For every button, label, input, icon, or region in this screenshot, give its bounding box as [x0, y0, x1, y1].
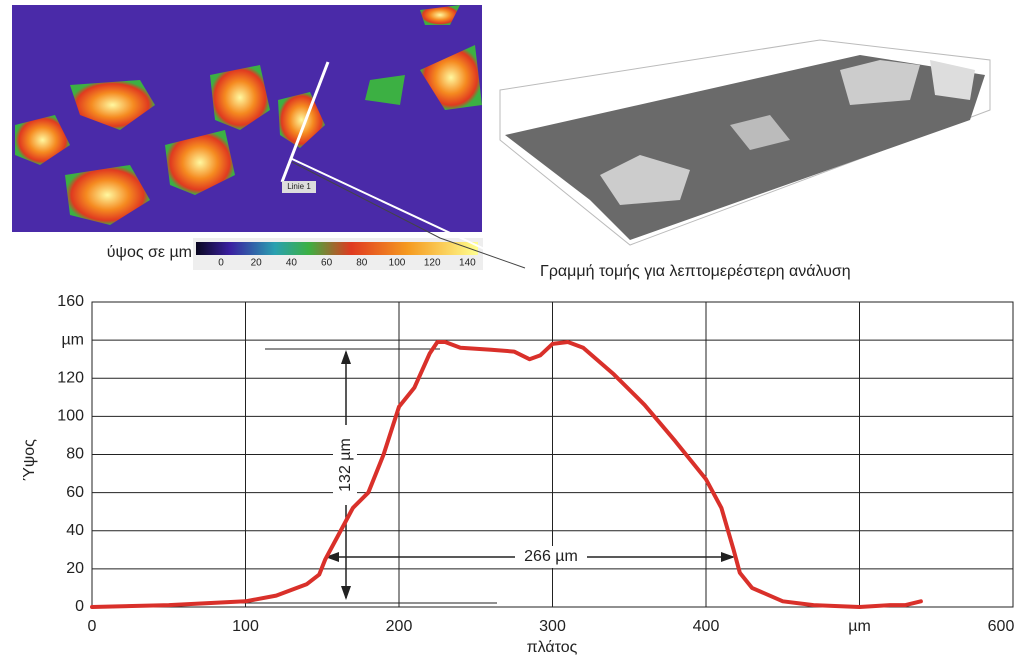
y-tick-label: 80	[66, 446, 84, 463]
y-tick-label: 100	[57, 408, 84, 425]
colorbar-tick-label: 40	[286, 258, 298, 269]
colorbar-label: ύψος σε µm	[107, 244, 192, 261]
x-tick-label: 100	[232, 618, 259, 635]
annotation: 266 µm	[524, 548, 578, 565]
y-tick-label: 20	[66, 560, 84, 577]
label-bg	[333, 425, 357, 505]
x-tick-label: 600	[988, 618, 1015, 635]
y-tick-label: 40	[66, 522, 84, 539]
arrow-head	[341, 586, 351, 600]
callout: Γραμμή τομής για λεπτομερέστερη ανάλυση	[540, 263, 851, 280]
line-label: Linie 1	[287, 182, 311, 191]
colorbar-tick-label: 80	[356, 258, 368, 269]
height-map: Linie 1	[12, 5, 482, 232]
colorbar-tick-label: 120	[424, 258, 441, 269]
arrow-head	[341, 350, 351, 364]
x-axis-label: πλάτος	[527, 639, 578, 656]
y-tick-label: 120	[57, 369, 84, 386]
x-tick-label: 300	[539, 618, 566, 635]
colorbar: ύψος σε µm 0 20 40 60 80 100 120 140	[107, 238, 483, 270]
colorbar-tick-label: 20	[251, 258, 263, 269]
colorbar-tick-label: 60	[321, 258, 333, 269]
x-tick-label: µm	[848, 618, 871, 635]
x-tick-label: 0	[88, 618, 97, 635]
y-tick-label: 0	[75, 598, 84, 615]
surface-3d	[499, 39, 991, 246]
colorbar-tick-label: 0	[218, 258, 224, 269]
annotation: 132 µm	[337, 438, 354, 492]
y-tick-label: µm	[61, 331, 84, 348]
y-tick-label: 160	[57, 293, 84, 310]
profile-line	[90, 340, 923, 609]
x-tick-label: 400	[693, 618, 720, 635]
profile-chart: 0 20 40 60 80 100 120 µm 160 0 100 200 300 400 µm 600 πλ…	[21, 293, 1014, 656]
y-tick-label: 60	[66, 484, 84, 501]
arrow-head	[721, 552, 735, 562]
colorbar-tick-label: 100	[389, 258, 406, 269]
colorbar-tick-label: 140	[459, 258, 476, 269]
y-axis-label: Ύψος	[21, 439, 38, 481]
arrow-head	[325, 552, 339, 562]
x-tick-label: 200	[386, 618, 413, 635]
label-bg	[515, 546, 587, 568]
